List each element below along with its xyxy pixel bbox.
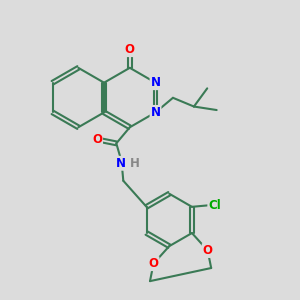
Text: O: O (148, 257, 158, 270)
Text: O: O (125, 43, 135, 56)
Text: O: O (92, 133, 102, 146)
Text: Cl: Cl (208, 199, 221, 212)
Text: N: N (151, 76, 160, 89)
Text: H: H (130, 157, 140, 170)
Text: N: N (116, 157, 126, 170)
Text: O: O (203, 244, 213, 257)
Text: N: N (151, 106, 160, 119)
